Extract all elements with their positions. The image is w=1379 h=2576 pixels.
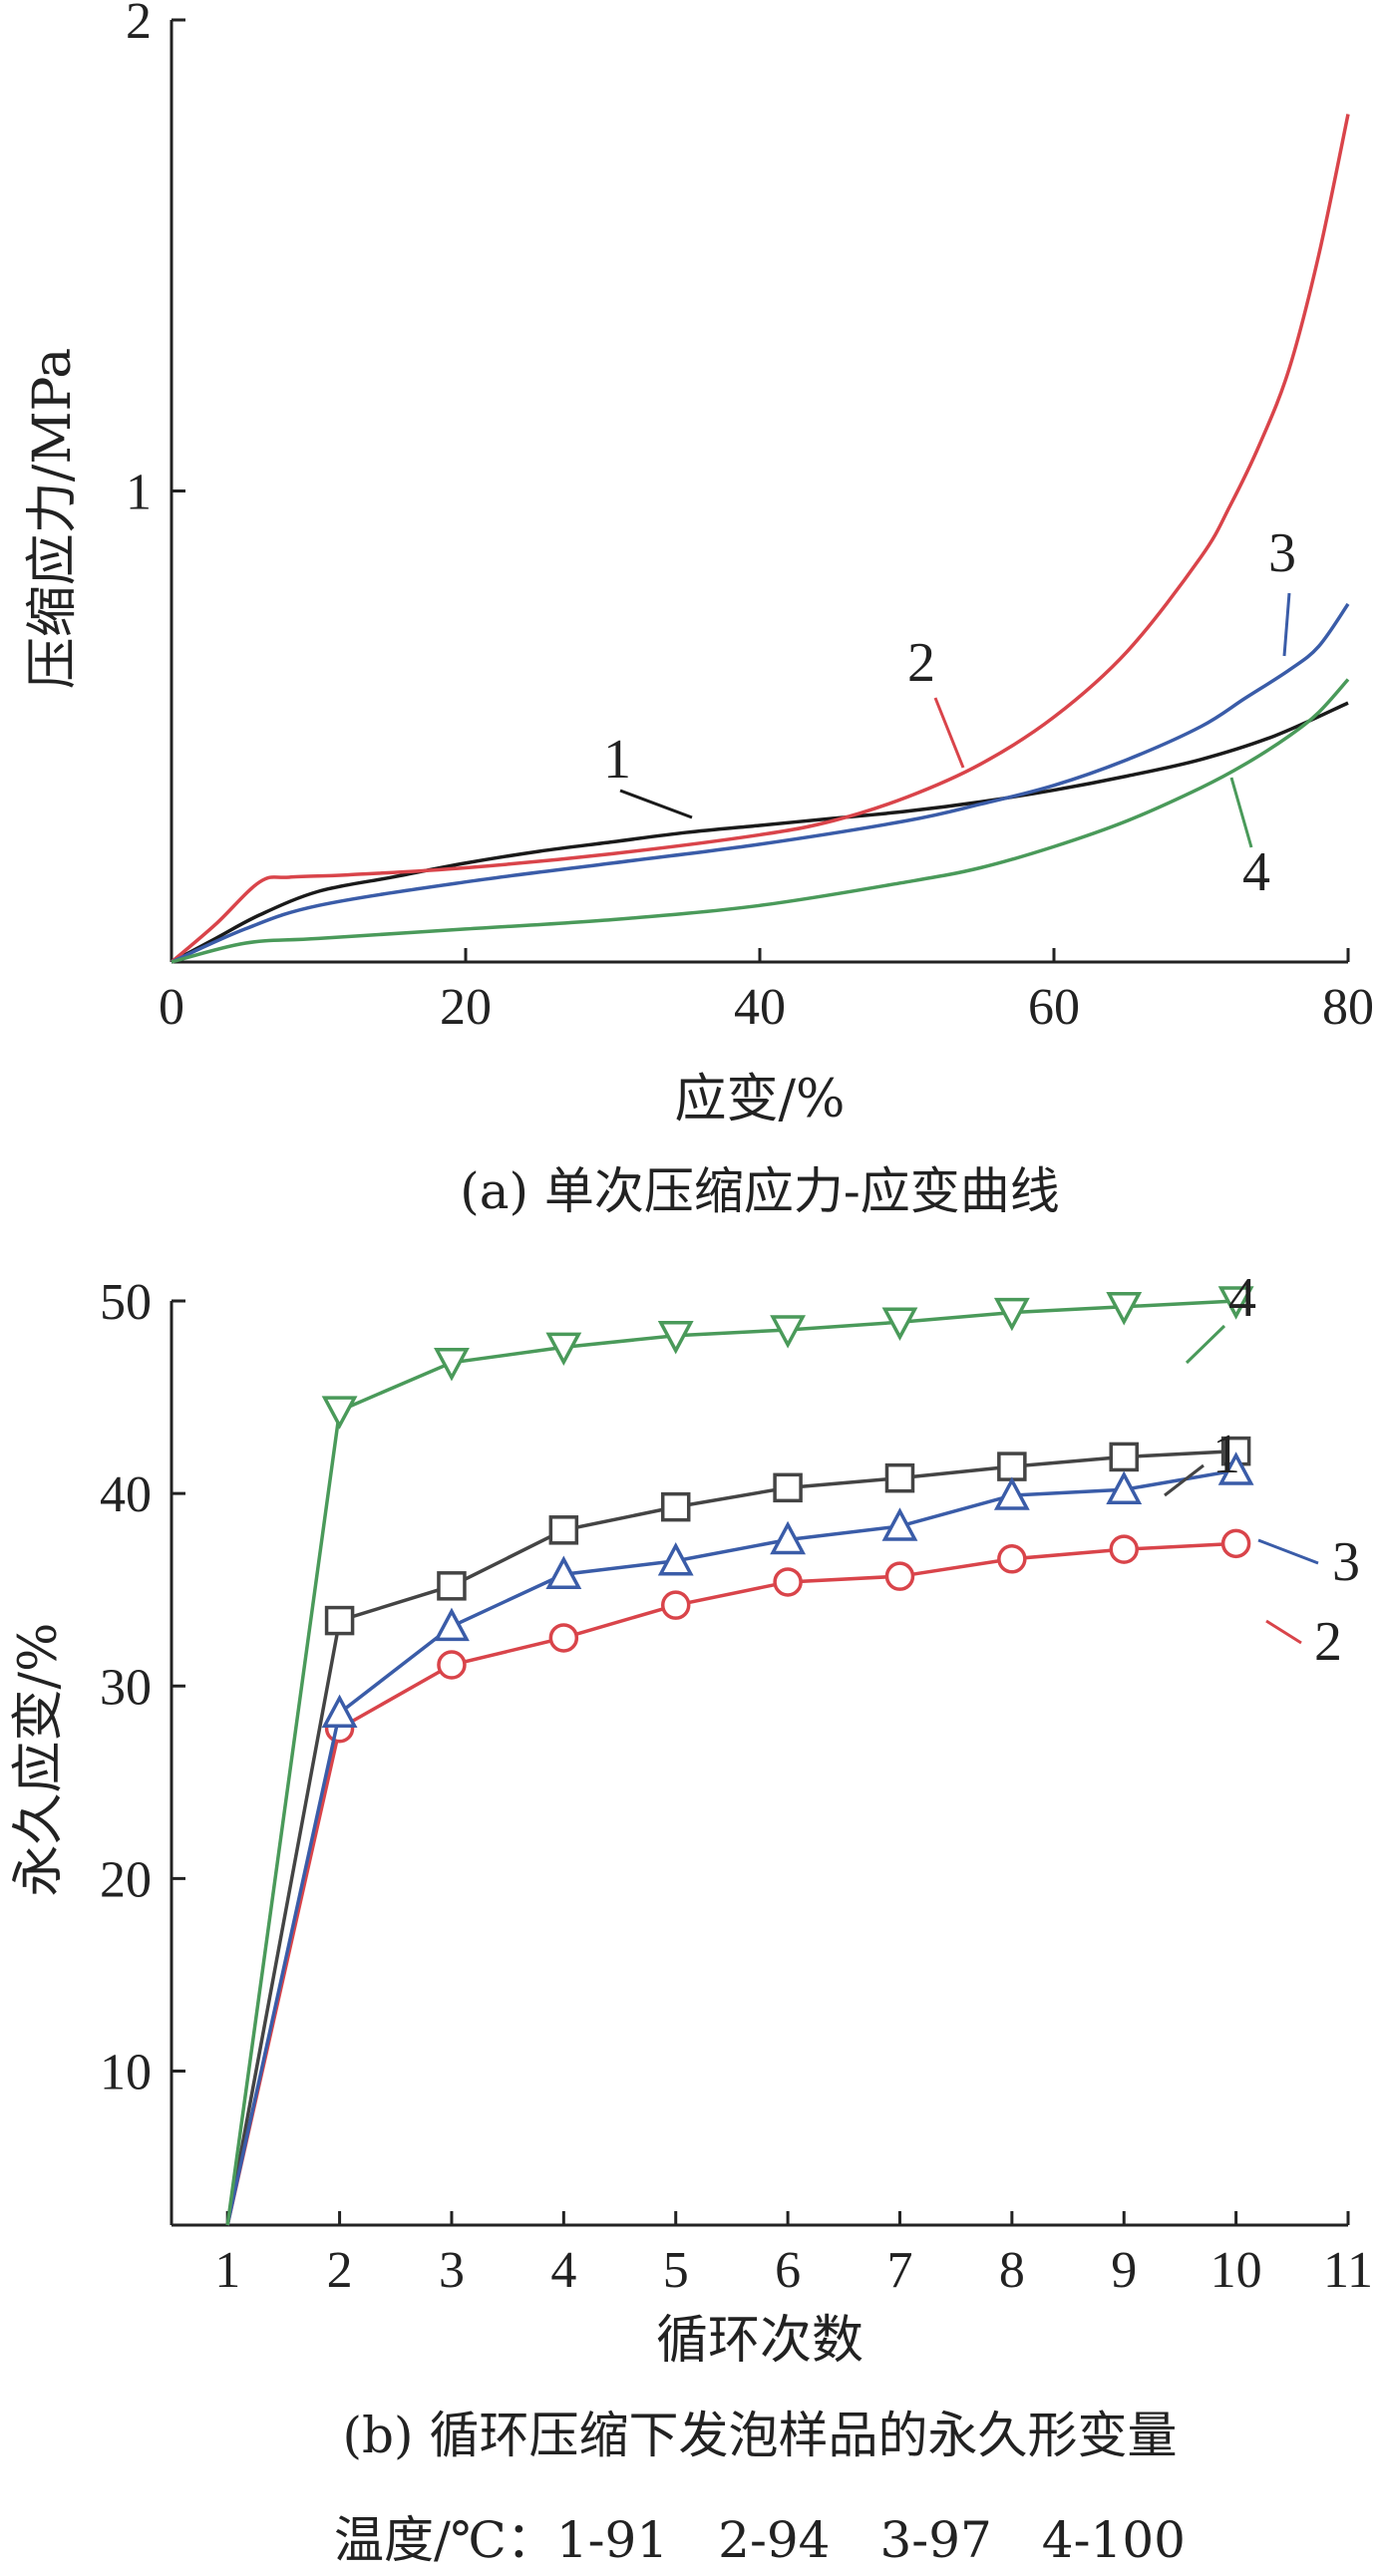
chart-a-leader-2 bbox=[933, 697, 965, 769]
chart-a-leader-1 bbox=[619, 789, 693, 819]
chart-b-series-3-point bbox=[545, 1555, 582, 1589]
chart-b-series-4-line bbox=[225, 1299, 1236, 2226]
chart-b-x-title: 循环次数 bbox=[656, 2311, 863, 2371]
chart-a-series-labels: 1 2 3 4 bbox=[603, 522, 1296, 903]
chart-b-series-4-point bbox=[1217, 1286, 1254, 1320]
chart-a-label-4: 4 bbox=[1242, 841, 1270, 903]
chart-b-series-1-point bbox=[437, 1571, 467, 1601]
chart-b-x-tick-label: 3 bbox=[439, 2242, 465, 2299]
chart-b-caption: (b) 循环压缩下发泡样品的永久形变量 bbox=[343, 2407, 1178, 2464]
chart-b-label-2: 2 bbox=[1314, 1611, 1342, 1673]
chart-b-y-tick-label: 30 bbox=[100, 1659, 152, 1716]
chart-a-y-ticks: 12 bbox=[126, 0, 185, 521]
chart-b-series-2-point bbox=[884, 1561, 915, 1591]
chart-b-x-tick-label: 8 bbox=[999, 2242, 1025, 2299]
chart-b-x-tick-label: 1 bbox=[214, 2242, 240, 2299]
chart-b-x-tick-label: 9 bbox=[1111, 2242, 1137, 2299]
chart-b-series-2-point bbox=[548, 1623, 579, 1653]
chart-b-series-4-point bbox=[434, 1348, 470, 1382]
chart-b-series-4-point bbox=[881, 1307, 918, 1341]
chart-b-series-3-point bbox=[770, 1520, 807, 1555]
chart-a-series-1-line bbox=[171, 701, 1349, 964]
chart-b-x-tick-label: 6 bbox=[775, 2242, 801, 2299]
chart-b-x-ticks: 1 2 3 4 5 6 7 8 9 10 11 bbox=[214, 2211, 1373, 2299]
chart-b-series-2-point bbox=[660, 1590, 691, 1620]
chart-a-label-1: 1 bbox=[603, 729, 631, 791]
chart-b-series-3-line bbox=[225, 1468, 1236, 2226]
chart-b-series-1-point bbox=[773, 1472, 803, 1503]
chart-b-series-3-point bbox=[434, 1607, 470, 1642]
chart-b: 1 2 3 4 5 6 7 8 9 10 11 10 20 30 40 50 1 2 3 4 循环次数 永久… bbox=[9, 1267, 1373, 2464]
chart-a-x-tick-label: 0 bbox=[159, 979, 184, 1036]
chart-b-series-1-point bbox=[884, 1462, 915, 1493]
chart-a-y-title: 压缩应力/MPa bbox=[23, 348, 83, 689]
chart-b-series-4-point bbox=[657, 1321, 694, 1355]
chart-b-y-tick-label: 10 bbox=[100, 2045, 152, 2101]
chart-b-label-3: 3 bbox=[1332, 1531, 1360, 1593]
chart-b-series-2-point bbox=[437, 1650, 467, 1680]
chart-b-label-4: 4 bbox=[1228, 1267, 1256, 1329]
chart-a-x-tick-label: 40 bbox=[734, 979, 786, 1036]
chart-b-x-tick-label: 5 bbox=[663, 2242, 689, 2299]
chart-b-series-2-point bbox=[997, 1544, 1027, 1574]
chart-b-series-2-point bbox=[773, 1567, 803, 1597]
chart-b-series-labels: 1 2 3 4 bbox=[1164, 1267, 1360, 1673]
chart-b-series-4-point bbox=[993, 1297, 1030, 1332]
chart-b-series-4-point bbox=[770, 1315, 807, 1349]
chart-a: 0 20 40 60 80 12 1 2 3 4 应变/% 压缩应力/MPa (a) 单… bbox=[23, 0, 1374, 1220]
chart-a-x-title: 应变/% bbox=[675, 1070, 846, 1129]
chart-b-series-3-point bbox=[1106, 1470, 1143, 1505]
chart-a-caption: (a) 单次压缩应力-应变曲线 bbox=[460, 1162, 1060, 1220]
temperature-legend: 温度/℃：1-91 2-94 3-97 4-100 bbox=[334, 2511, 1186, 2569]
chart-b-series-4-point bbox=[321, 1396, 358, 1430]
chart-b-leader-2 bbox=[1265, 1619, 1302, 1645]
chart-b-series-1-point bbox=[1109, 1442, 1139, 1472]
chart-a-leader-3 bbox=[1282, 592, 1291, 657]
chart-b-series-4-point bbox=[1106, 1292, 1143, 1326]
chart-b-x-tick-label: 10 bbox=[1210, 2242, 1262, 2299]
chart-b-series-3-point bbox=[321, 1694, 358, 1729]
chart-b-y-tick-label: 40 bbox=[100, 1466, 152, 1523]
chart-a-series-2-line bbox=[170, 114, 1350, 964]
chart-b-y-title: 永久应变/% bbox=[9, 1623, 69, 1897]
chart-a-series-3-line bbox=[171, 602, 1350, 964]
chart-b-x-tick-label: 2 bbox=[327, 2242, 353, 2299]
chart-b-series-4-point bbox=[545, 1332, 582, 1367]
chart-b-y-tick-label: 20 bbox=[100, 1851, 152, 1908]
chart-a-y-tick-label: 2 bbox=[126, 0, 152, 50]
chart-b-x-tick-label: 7 bbox=[886, 2242, 912, 2299]
chart-a-y-tick-label: 1 bbox=[126, 465, 152, 521]
chart-b-leader-1 bbox=[1164, 1463, 1205, 1497]
chart-b-series-1-point bbox=[548, 1515, 579, 1545]
chart-b-label-1: 1 bbox=[1212, 1424, 1240, 1485]
chart-b-series-3-point bbox=[881, 1507, 918, 1541]
chart-a-x-tick-label: 80 bbox=[1322, 979, 1374, 1036]
chart-b-series-1-point bbox=[324, 1605, 355, 1636]
chart-b-series-3-point bbox=[993, 1476, 1030, 1510]
chart-a-label-2: 2 bbox=[907, 632, 935, 694]
chart-b-leader-3 bbox=[1257, 1538, 1319, 1565]
chart-b-series-1-line bbox=[225, 1449, 1236, 2226]
chart-a-series bbox=[170, 114, 1350, 964]
chart-b-series-3-point bbox=[657, 1542, 694, 1576]
chart-b-y-tick-label: 50 bbox=[100, 1274, 152, 1331]
chart-a-x-tick-label: 20 bbox=[440, 979, 492, 1036]
chart-b-series-1-point bbox=[660, 1491, 691, 1522]
chart-b-series-3-point bbox=[1217, 1451, 1254, 1485]
chart-a-x-ticks: 0 20 40 60 80 bbox=[159, 948, 1374, 1036]
chart-a-label-3: 3 bbox=[1268, 522, 1296, 584]
chart-a-leader-4 bbox=[1229, 777, 1253, 848]
chart-b-series-2-point bbox=[1220, 1528, 1251, 1559]
chart-a-series-4-line bbox=[171, 678, 1350, 964]
chart-b-series-2-point bbox=[1109, 1534, 1139, 1564]
chart-b-leader-4 bbox=[1185, 1324, 1226, 1365]
chart-a-x-tick-label: 60 bbox=[1028, 979, 1080, 1036]
chart-b-y-ticks: 10 20 30 40 50 bbox=[100, 1274, 185, 2101]
chart-b-series bbox=[225, 1286, 1254, 2226]
chart-b-series-2-line bbox=[225, 1541, 1236, 2226]
chart-b-x-tick-label: 4 bbox=[550, 2242, 576, 2299]
chart-b-series-1-point bbox=[997, 1451, 1027, 1481]
chart-b-x-tick-label: 11 bbox=[1323, 2242, 1373, 2299]
